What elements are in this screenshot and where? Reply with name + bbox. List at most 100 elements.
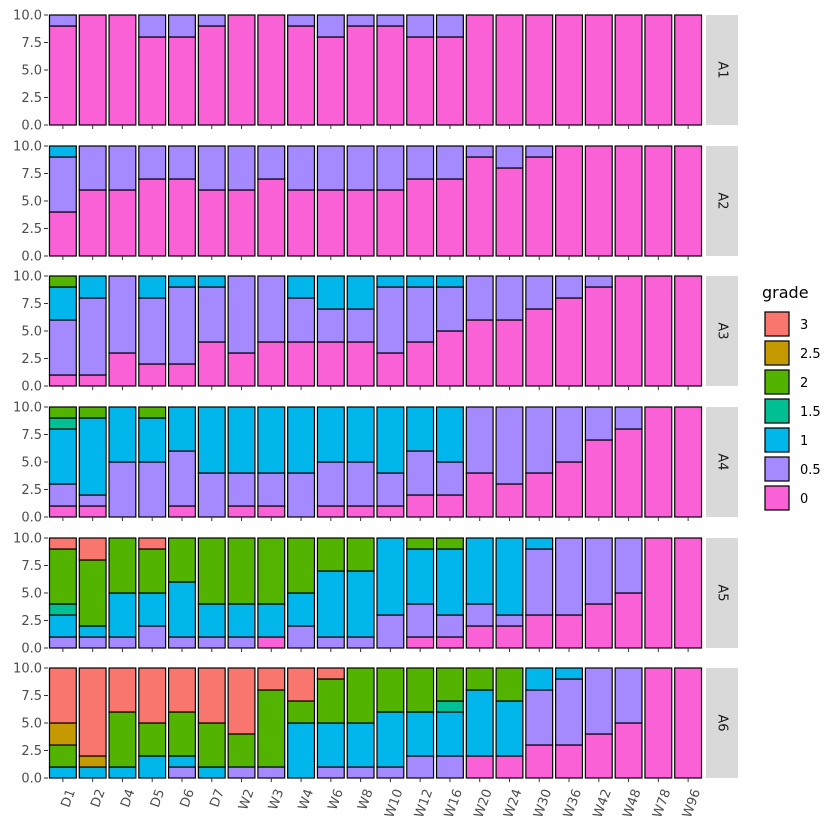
legend-key-grade-0 — [764, 485, 790, 511]
bar-segment-A6-W24-grade-2 — [495, 667, 524, 702]
y-tick-label: 10.0 — [13, 532, 42, 547]
bar-segment-A4-W16-grade-1 — [435, 406, 464, 463]
bar-segment-A5-W4-grade-1 — [287, 592, 316, 627]
x-tick-label-W36: W36 — [561, 787, 585, 820]
bar-segment-A3-D7-grade-0.5 — [197, 286, 226, 343]
bar-segment-A5-D5-grade-3 — [138, 537, 167, 550]
bar-segment-A6-W12-grade-1 — [406, 711, 435, 757]
bar-segment-A4-W10-grade-0 — [376, 505, 405, 518]
bar-segment-A3-D6-grade-1 — [167, 275, 196, 288]
bar-segment-A3-D4-grade-0 — [108, 352, 137, 387]
x-tick-label-W16: W16 — [442, 787, 466, 820]
bar-segment-A4-D1-grade-1.5 — [48, 417, 77, 430]
bar-segment-A3-W8-grade-0 — [346, 341, 375, 387]
bar-segment-A3-W36-grade-0 — [555, 297, 584, 387]
bar-segment-A4-D2-grade-2 — [78, 406, 107, 419]
x-tick-label-W8: W8 — [355, 787, 376, 812]
y-tick-label: 7.5 — [21, 428, 42, 443]
x-tick-label-W4: W4 — [296, 787, 317, 812]
bar-segment-A6-W24-grade-0 — [495, 755, 524, 779]
bar-segment-A4-W20-grade-0.5 — [465, 406, 494, 474]
bar-segment-A2-W20-grade-0.5 — [465, 145, 494, 158]
bar-segment-A2-D2-grade-0.5 — [78, 145, 107, 191]
bar-segment-A4-D2-grade-0 — [78, 505, 107, 518]
legend-label-grade-0.5: 0.5 — [800, 463, 821, 478]
legend-label-grade-2: 2 — [800, 376, 808, 391]
bar-segment-A2-D4-grade-0 — [108, 189, 137, 257]
bar-segment-A1-D1-grade-0 — [48, 25, 77, 126]
legend-key-grade-0.5 — [764, 456, 790, 482]
bar-segment-A4-W48-grade-0.5 — [614, 406, 643, 430]
bar-segment-A5-D5-grade-1 — [138, 592, 167, 627]
bar-segment-A4-W6-grade-0 — [316, 505, 345, 518]
bar-segment-A3-W20-grade-0.5 — [465, 275, 494, 321]
bar-segment-A5-W16-grade-0 — [435, 636, 464, 649]
y-tick-label: 5.0 — [21, 325, 42, 340]
y-tick-label: 2.5 — [21, 352, 42, 367]
bar-segment-A1-W8-grade-0 — [346, 25, 375, 126]
bar-segment-A6-W10-grade-0.5 — [376, 766, 405, 779]
bar-segment-A5-W24-grade-1 — [495, 537, 524, 616]
facet-panel-A1: 0.0 2.5 5.0 7.5 10.0 A1 — [13, 9, 738, 134]
facet-strip-label: A1 — [715, 61, 730, 78]
x-tick-label-W2: W2 — [236, 787, 257, 812]
bar-segment-A4-W36-grade-0.5 — [555, 406, 584, 463]
bar-segment-A3-W16-grade-0 — [435, 330, 464, 387]
bar-segment-A2-W42-grade-0 — [584, 145, 613, 257]
bar-segment-A1-W10-grade-0 — [376, 25, 405, 126]
bar-segment-A1-D4-grade-0 — [108, 14, 137, 126]
bar-segment-A6-W2-grade-0.5 — [227, 766, 256, 779]
bar-segment-A4-W96-grade-0 — [674, 406, 703, 518]
bar-segment-A6-W42-grade-0.5 — [584, 667, 613, 735]
bar-segment-A6-W4-grade-3 — [287, 667, 316, 702]
bar-segment-A6-W16-grade-1 — [435, 711, 464, 757]
bar-segment-A2-W16-grade-0 — [435, 178, 464, 257]
bar-segment-A6-W2-grade-3 — [227, 667, 256, 735]
bar-segment-A6-W8-grade-2 — [346, 667, 375, 724]
legend-label-grade-1: 1 — [800, 434, 808, 449]
bar-segment-A5-W24-grade-0.5 — [495, 614, 524, 627]
bar-segment-A3-D1-grade-0.5 — [48, 319, 77, 376]
bar-segment-A5-W3-grade-2 — [257, 537, 286, 605]
bar-segment-A4-D5-grade-0.5 — [138, 461, 167, 518]
bar-segment-A6-D4-grade-2 — [108, 711, 137, 768]
bar-segment-A3-W12-grade-0.5 — [406, 286, 435, 343]
x-tick-label-W42: W42 — [591, 787, 615, 820]
bar-segment-A1-W42-grade-0 — [584, 14, 613, 126]
bar-segment-A3-D2-grade-0 — [78, 374, 107, 387]
x-tick-label-D2: D2 — [88, 787, 108, 809]
facet-panel-A4: 0.0 2.5 5.0 7.5 10.0 A4 — [13, 401, 738, 526]
bar-segment-A6-W3-grade-2 — [257, 689, 286, 768]
bar-segment-A3-D6-grade-0.5 — [167, 286, 196, 365]
bar-segment-A5-D1-grade-0.5 — [48, 636, 77, 649]
y-tick-label: 7.5 — [21, 36, 42, 51]
bar-segment-A5-W2-grade-1 — [227, 603, 256, 638]
bar-segment-A5-W8-grade-0.5 — [346, 636, 375, 649]
bar-segment-A6-W6-grade-2 — [316, 678, 345, 724]
bar-segment-A3-W20-grade-0 — [465, 319, 494, 387]
bar-segment-A6-D5-grade-3 — [138, 667, 167, 724]
bar-segment-A5-W6-grade-0.5 — [316, 636, 345, 649]
bar-segment-A1-D2-grade-0 — [78, 14, 107, 126]
bar-segment-A5-D2-grade-3 — [78, 537, 107, 561]
bar-segment-A2-W24-grade-0.5 — [495, 145, 524, 169]
bar-segment-A3-D1-grade-1 — [48, 286, 77, 321]
bar-segment-A3-D1-grade-0 — [48, 374, 77, 387]
bar-segment-A5-D1-grade-1 — [48, 614, 77, 638]
y-tick-label: 10.0 — [13, 401, 42, 416]
x-tick-label-W48: W48 — [620, 787, 644, 820]
bar-segment-A4-W6-grade-1 — [316, 406, 345, 463]
bar-segment-A6-W6-grade-3 — [316, 667, 345, 680]
bar-segment-A4-W10-grade-1 — [376, 406, 405, 474]
bar-segment-A4-W78-grade-0 — [644, 406, 673, 518]
bar-segment-A3-D4-grade-0.5 — [108, 275, 137, 354]
y-tick-label: 10.0 — [13, 270, 42, 285]
facet-strip-label: A4 — [715, 453, 730, 470]
bar-segment-A6-W16-grade-2 — [435, 667, 464, 702]
bar-segment-A6-D5-grade-1 — [138, 755, 167, 779]
x-tick-label-W30: W30 — [531, 787, 555, 820]
bar-segment-A4-W3-grade-0 — [257, 505, 286, 518]
bar-segment-A1-D5-grade-0 — [138, 36, 167, 126]
bar-segment-A2-W12-grade-0.5 — [406, 145, 435, 180]
